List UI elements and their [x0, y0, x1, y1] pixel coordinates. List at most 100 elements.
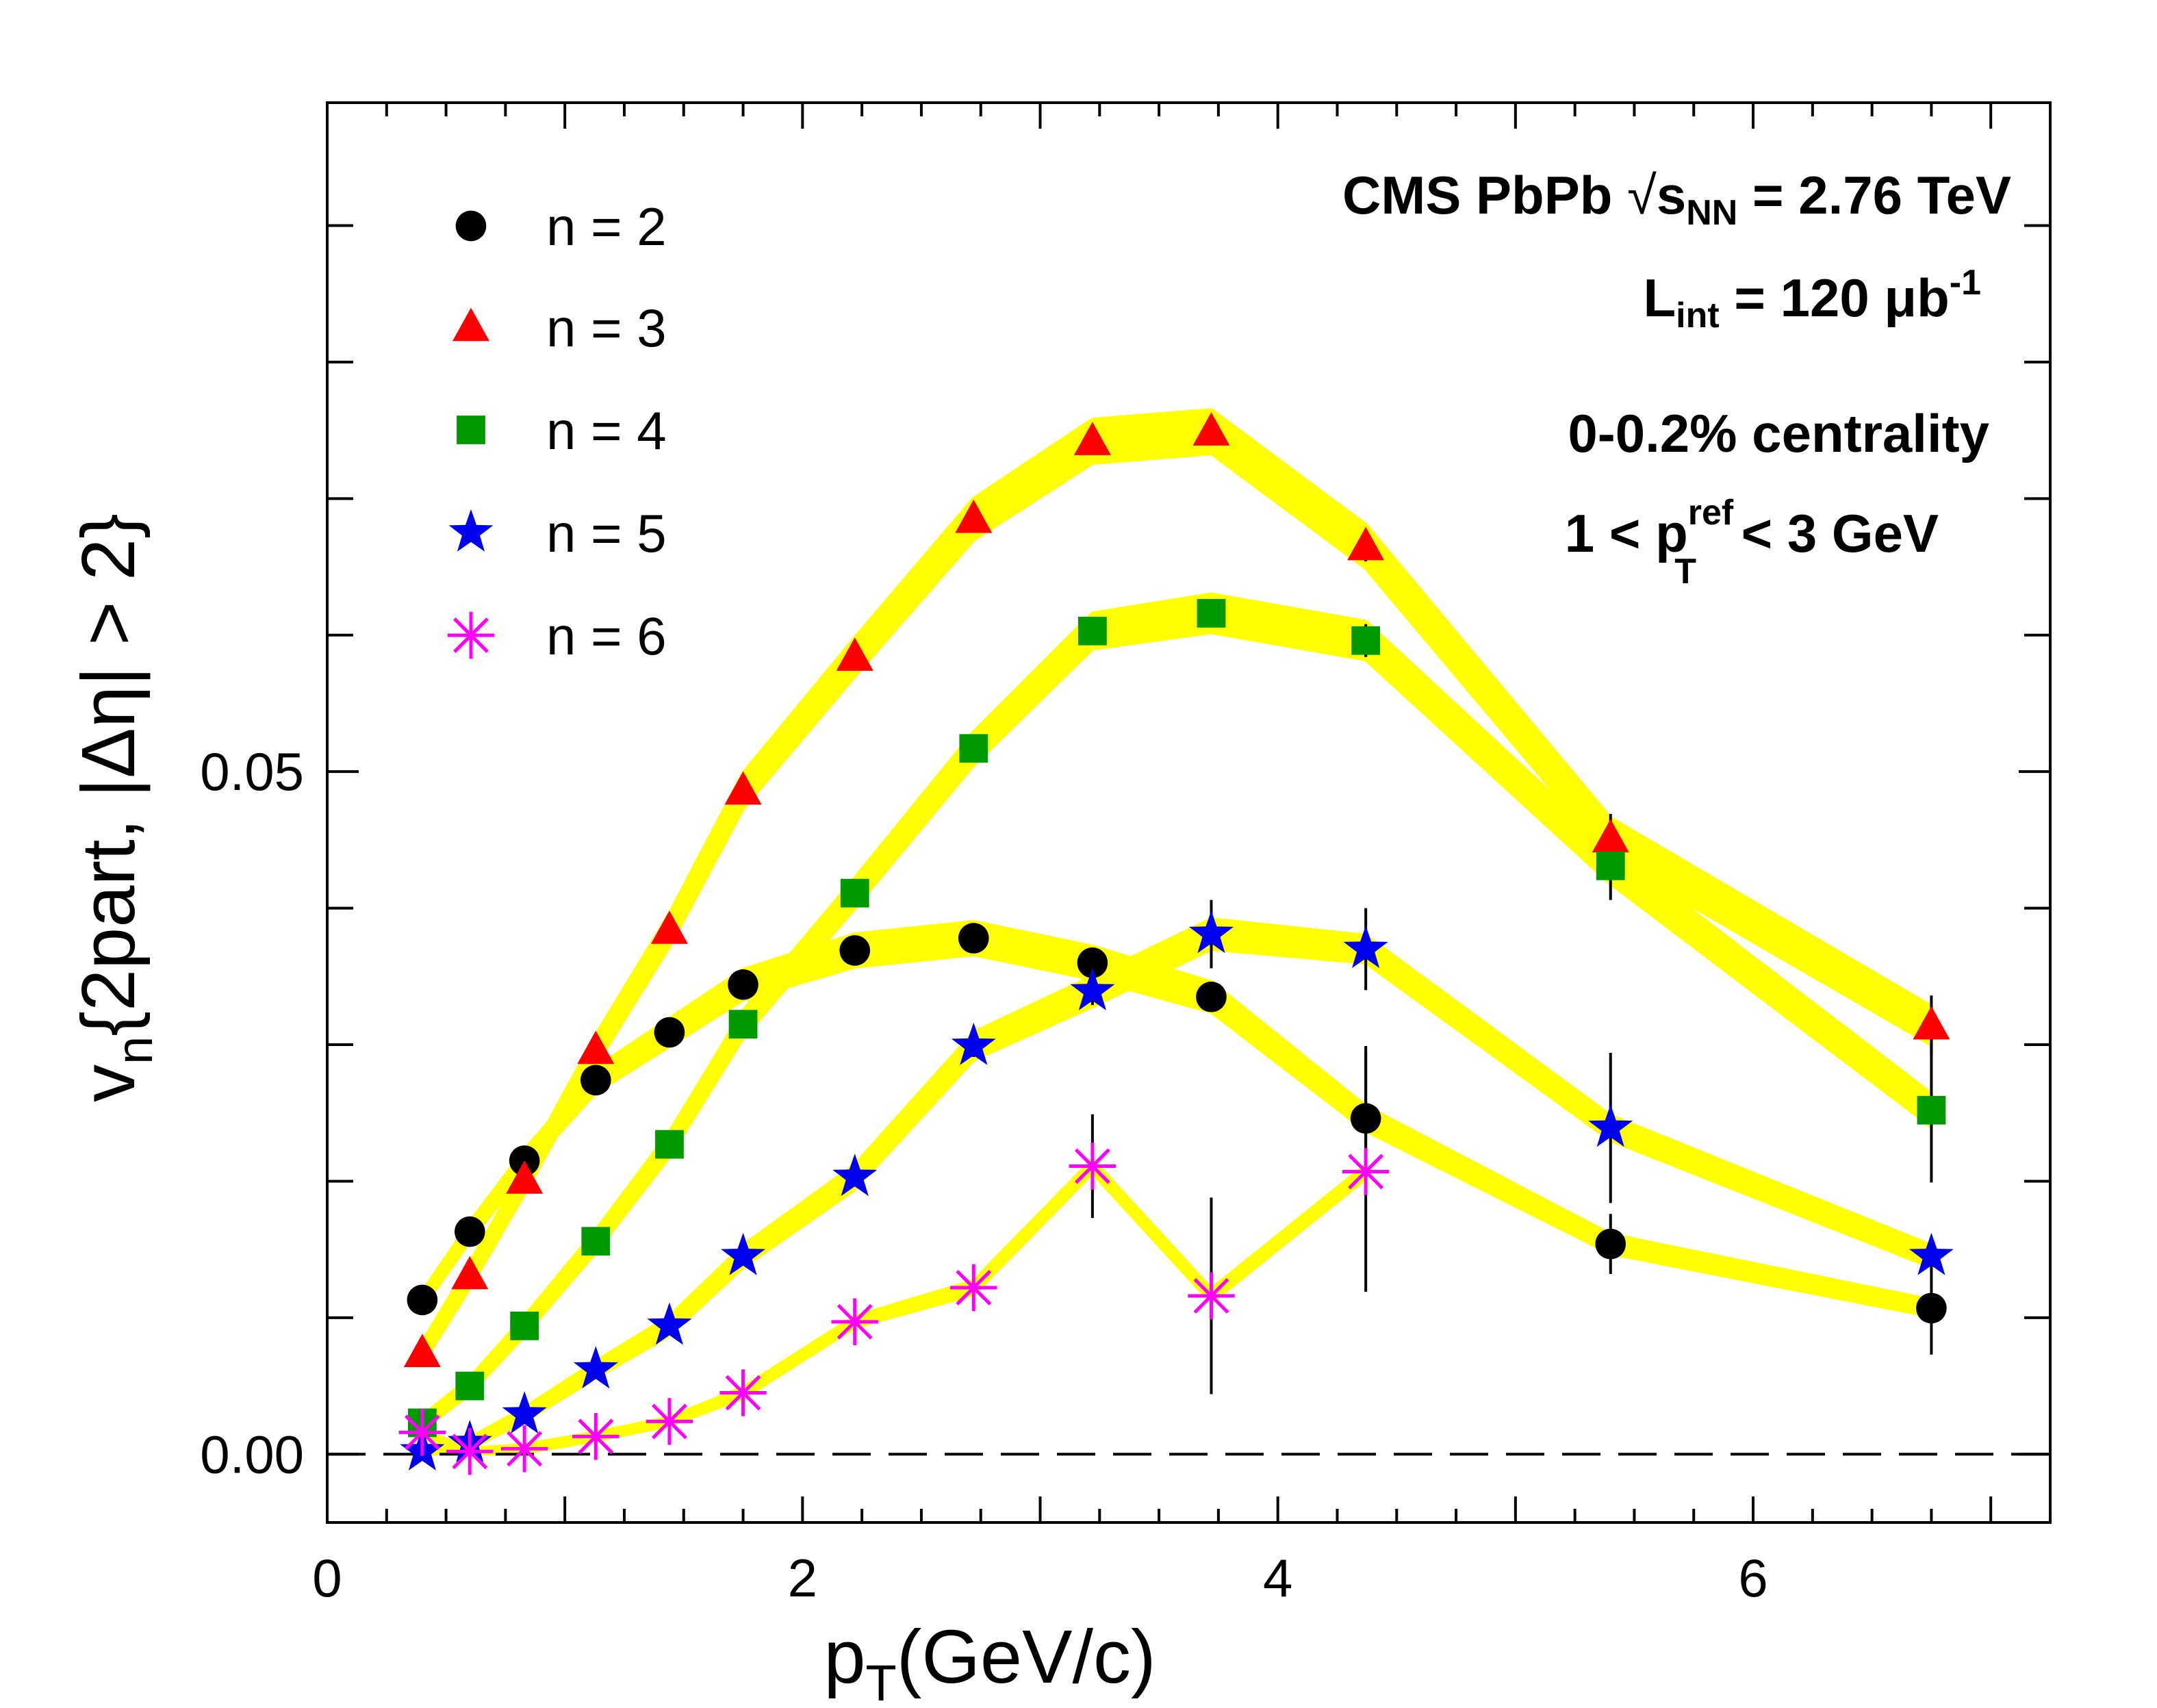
- annotation-pt-ref-prefix: 1 < p: [1565, 503, 1688, 563]
- legend-entry-n4: n = 4: [457, 400, 667, 461]
- x-tick-label: 0: [312, 1548, 342, 1608]
- data-point-n4: [581, 1227, 611, 1256]
- legend-label-n4: n = 4: [546, 400, 667, 461]
- annotation-collision-system: CMS PbPb √sNN = 2.76 TeV: [1342, 165, 2011, 233]
- legend-label-n5: n = 5: [546, 503, 667, 563]
- data-point-n6: [831, 1298, 878, 1346]
- annotation-lumi-value: = 120 μb: [1720, 268, 1950, 328]
- x-tick-label: 4: [1263, 1548, 1292, 1608]
- data-point-n4: [1078, 616, 1107, 646]
- annotation-nn-subscript: NN: [1686, 193, 1737, 233]
- data-point-n4: [1917, 1095, 1946, 1125]
- plot-frame: [326, 101, 2052, 1524]
- data-point-n6: [719, 1369, 767, 1416]
- data-point-n6: [1069, 1143, 1116, 1190]
- x-axis-title: pT(GeV/c): [824, 1615, 1156, 1708]
- data-point-n5: [1070, 968, 1115, 1010]
- sqrt-radical-icon: √: [1627, 165, 1657, 225]
- x-tick-label: 2: [788, 1548, 817, 1608]
- data-point-n5: [1343, 926, 1388, 969]
- data-point-n2: [958, 923, 989, 954]
- data-point-n3: [955, 499, 993, 533]
- annotations: CMS PbPb √sNN = 2.76 TeV Lint = 120 μb-1…: [1342, 165, 2011, 591]
- x-tick-label: 6: [1738, 1548, 1767, 1608]
- data-point-n5: [573, 1346, 618, 1389]
- data-point-n6: [398, 1409, 446, 1456]
- data-point-n2: [454, 1216, 485, 1247]
- data-point-n3: [1592, 819, 1629, 853]
- legend-entry-n2: n = 2: [455, 196, 667, 257]
- systematic-band-n4: [420, 592, 1933, 1431]
- y-axis-title-rest: {2part, |Δη| > 2}: [66, 513, 151, 1036]
- legend-marker-n2: [455, 210, 487, 242]
- legend-marker-n4: [457, 416, 485, 444]
- data-point-n3: [1913, 1006, 1950, 1040]
- data-point-n6: [1188, 1272, 1235, 1320]
- x-axis-title-p: p: [824, 1615, 865, 1699]
- data-point-n3: [577, 1030, 615, 1065]
- data-point-n2: [407, 1284, 438, 1316]
- data-point-n3: [724, 771, 762, 805]
- legend-entry-n3: n = 3: [452, 298, 667, 358]
- y-axis-title: vn{2part, |Δη| > 2}: [66, 513, 163, 1102]
- data-point-n2: [1077, 947, 1108, 978]
- annotation-ref-superscript: ref: [1688, 493, 1734, 533]
- data-point-n3: [1073, 422, 1111, 455]
- data-point-n2: [839, 935, 871, 966]
- data-point-n4: [655, 1130, 684, 1159]
- data-point-n3: [506, 1160, 544, 1194]
- data-point-n3: [451, 1255, 489, 1290]
- data-point-n2: [1196, 981, 1227, 1012]
- data-point-n4: [728, 1010, 758, 1038]
- annotation-cms-pbpb: CMS PbPb: [1342, 165, 1627, 225]
- data-point-n6: [1342, 1148, 1390, 1195]
- data-point-n5: [1189, 910, 1234, 954]
- data-point-n4: [1596, 851, 1625, 880]
- data-point-n3: [403, 1334, 441, 1367]
- y-tick-label: 0.00: [200, 1424, 304, 1484]
- data-point-n2: [580, 1065, 611, 1096]
- data-point-n5: [502, 1391, 547, 1434]
- annotation-int-subscript: int: [1676, 296, 1720, 335]
- legend-entry-n6: n = 6: [447, 606, 667, 666]
- data-point-n5: [1588, 1104, 1633, 1147]
- x-axis-title-rest: (GeV/c): [897, 1615, 1156, 1699]
- data-point-n3: [650, 910, 688, 944]
- annotation-sqrt-s: s: [1657, 165, 1686, 225]
- annotation-luminosity: Lint = 120 μb-1: [1643, 263, 1981, 335]
- legend-label-n6: n = 6: [546, 606, 667, 666]
- annotation-energy: = 2.76 TeV: [1737, 165, 2011, 225]
- legend-entry-n5: n = 5: [448, 503, 667, 563]
- legend-marker-n5: [448, 509, 494, 552]
- data-point-n5: [832, 1153, 878, 1197]
- data-point-n6: [646, 1398, 693, 1445]
- data-point-n2: [1916, 1292, 1947, 1324]
- data-point-n6: [500, 1425, 548, 1473]
- bands-layer: [420, 408, 1933, 1457]
- data-point-n4: [840, 878, 869, 908]
- y-tick-label: 0.05: [200, 741, 304, 802]
- data-point-n5: [1909, 1232, 1954, 1275]
- legend-label-n2: n = 2: [546, 196, 667, 257]
- markers-layer: [398, 412, 1954, 1475]
- data-point-n4: [1197, 598, 1226, 628]
- legend-marker-n6: [447, 611, 495, 659]
- data-point-n4: [1351, 626, 1381, 655]
- legend-marker-n3: [452, 307, 489, 342]
- data-point-n6: [950, 1264, 997, 1312]
- legend: n = 2 n = 3 n = 4 n = 5 n = 6: [447, 196, 667, 666]
- annotation-lumi-superscript: -1: [1950, 263, 1981, 303]
- annotation-l: L: [1643, 268, 1676, 328]
- data-point-n5: [721, 1232, 766, 1275]
- axes-layer: 0 2 4 6 0.00 0.05: [200, 101, 2052, 1608]
- x-axis-title-sub: T: [866, 1655, 897, 1708]
- data-point-n3: [1192, 412, 1230, 446]
- legend-label-n3: n = 3: [546, 298, 667, 358]
- data-point-n4: [455, 1371, 485, 1401]
- data-point-n2: [654, 1017, 685, 1048]
- annotation-t-subscript: T: [1674, 552, 1696, 591]
- data-point-n2: [1350, 1103, 1381, 1134]
- data-point-n4: [959, 734, 988, 763]
- y-axis-title-v: v: [66, 1065, 151, 1102]
